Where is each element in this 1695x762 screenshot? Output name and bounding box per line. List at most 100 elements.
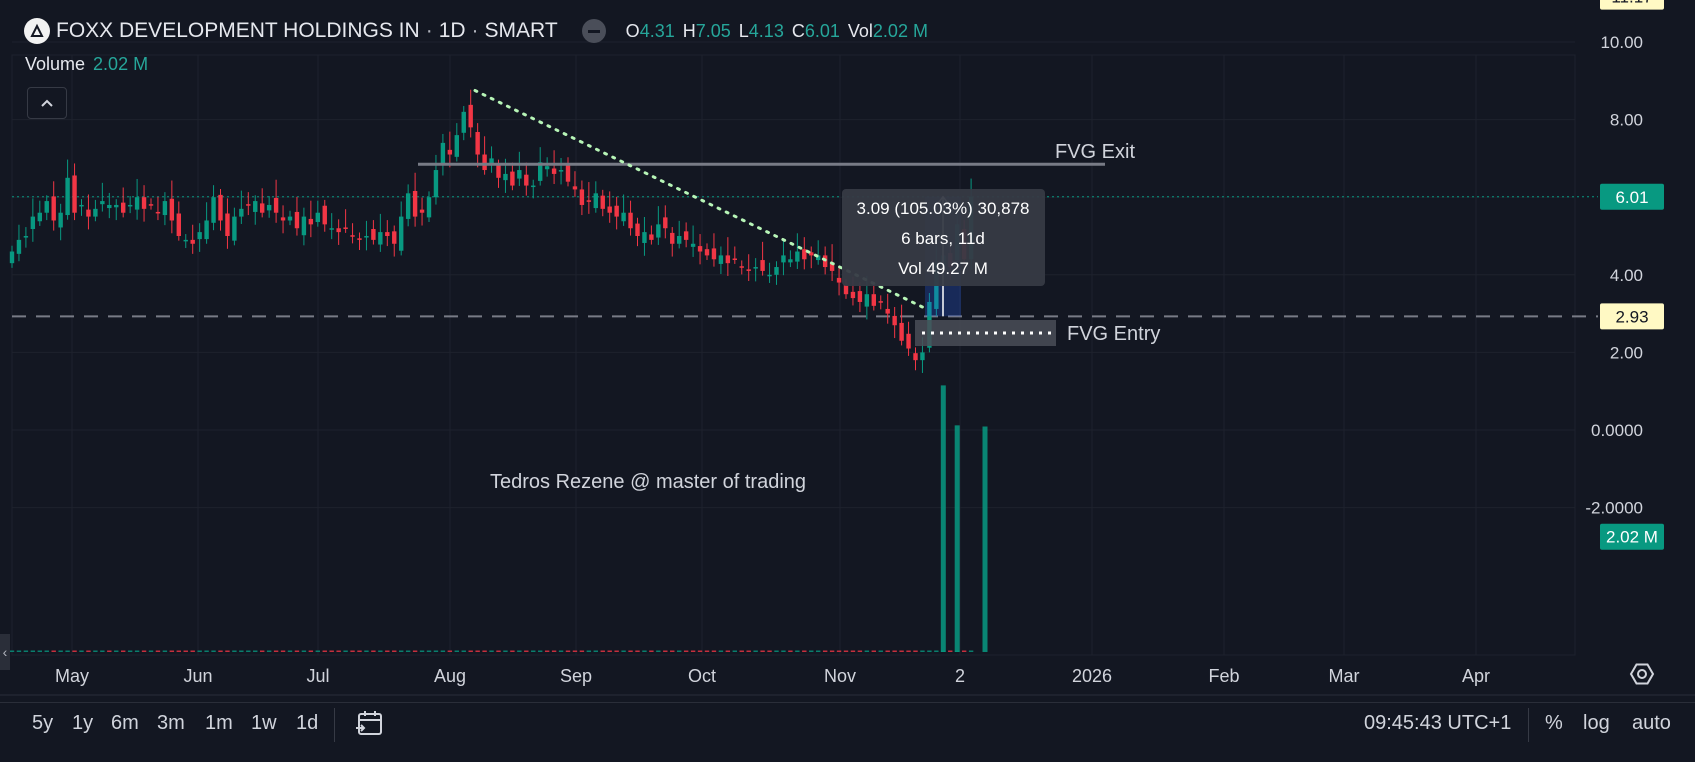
candle-body <box>440 142 446 166</box>
timeframe-1y-button[interactable]: 1y <box>72 712 94 734</box>
candle-body <box>16 239 22 254</box>
log-scale-toggle[interactable]: log <box>1583 712 1610 734</box>
candle-body <box>677 236 682 244</box>
volume-bar <box>433 650 439 652</box>
volume-bar <box>753 650 758 652</box>
volume-bar <box>621 650 626 652</box>
volume-bar <box>948 650 953 652</box>
candle-body <box>322 205 327 225</box>
ohlc-high: H7.05 <box>682 20 731 41</box>
volume-bar <box>23 650 29 652</box>
candle-body <box>760 260 765 271</box>
timeframe-1d-button[interactable]: 1d <box>296 712 319 734</box>
price-badge <box>1600 0 1664 10</box>
candle-body <box>795 251 800 262</box>
volume-bar <box>30 650 36 652</box>
timeframe-1m-button[interactable]: 1m <box>205 712 233 734</box>
interval-label[interactable]: 1D <box>438 19 466 42</box>
volume-bar <box>266 650 272 652</box>
left-panel-toggle[interactable]: ‹ <box>0 634 10 670</box>
candle-body <box>468 104 473 128</box>
x-tick-label: Feb <box>1208 666 1239 686</box>
percent-scale-toggle[interactable]: % <box>1545 712 1563 734</box>
y-tick-label: 4.00 <box>1610 266 1643 285</box>
x-tick-label: Mar <box>1329 666 1360 686</box>
candle-body <box>246 204 251 206</box>
volume-bar <box>280 650 286 652</box>
candle-body <box>586 200 592 202</box>
go-to-date-icon[interactable] <box>354 708 384 743</box>
volume-bar <box>767 650 772 652</box>
volume-bar <box>44 650 49 652</box>
candle-body <box>913 353 918 361</box>
candle-body <box>294 211 300 229</box>
timeframe-6m-button[interactable]: 6m <box>111 712 139 734</box>
volume-bar <box>885 650 890 652</box>
settings-icon[interactable] <box>1629 663 1655 685</box>
symbol-name[interactable]: FOXX DEVELOPMENT HOLDINGS IN <box>56 19 420 42</box>
measure-tooltip-line: 3.09 (105.03%) 30,878 <box>857 199 1030 218</box>
volume-bar <box>287 650 293 652</box>
candle-body <box>934 263 939 309</box>
volume-bar <box>690 650 696 652</box>
timeframe-3m-button[interactable]: 3m <box>157 712 185 734</box>
candle-body <box>100 201 105 205</box>
timeframe-5y-button[interactable]: 5y <box>32 712 54 734</box>
candle-body <box>517 170 522 179</box>
candle-body <box>621 212 626 222</box>
collapse-legend-button[interactable] <box>27 87 67 119</box>
volume-legend[interactable]: Volume 2.02 M <box>25 54 148 75</box>
price-badge-label: 2.93 <box>1615 307 1648 326</box>
volume-bar <box>795 650 800 652</box>
volume-bar <box>169 650 175 652</box>
candle-body <box>496 165 501 178</box>
candle-body <box>134 197 140 210</box>
volume-bar <box>510 650 515 652</box>
volume-bar <box>781 650 786 652</box>
clock-timezone[interactable]: 09:45:43 UTC+1 <box>1364 712 1512 734</box>
auto-scale-toggle[interactable]: auto <box>1632 712 1671 734</box>
y-tick-label: 0.0000 <box>1591 421 1643 440</box>
volume-bar <box>878 650 883 652</box>
volume-bar <box>809 650 814 652</box>
volume-bar <box>496 650 501 652</box>
candle-body <box>690 243 696 247</box>
volume-bar <box>315 650 320 652</box>
candle-body <box>218 194 223 221</box>
volume-bar <box>670 650 675 652</box>
volume-bar <box>968 650 974 652</box>
ohlc-close: C6.01 <box>791 20 840 41</box>
market-status-icon[interactable] <box>581 19 606 43</box>
volume-bar <box>538 650 543 652</box>
candle-body <box>121 202 126 213</box>
candle-body <box>9 251 15 264</box>
x-tick-label: Apr <box>1462 666 1490 686</box>
volume-bar <box>739 650 744 652</box>
price-badge-label: 6.01 <box>1615 188 1648 207</box>
header-separator: · <box>425 19 433 42</box>
volume-bar <box>148 650 154 652</box>
candle-body <box>642 232 647 243</box>
chevron-up-icon <box>41 99 53 107</box>
candle-body <box>683 231 689 240</box>
y-tick-label: 10.00 <box>1600 33 1643 52</box>
candle-body <box>364 236 369 238</box>
timeframe-1w-button[interactable]: 1w <box>251 712 277 734</box>
candle-body <box>475 132 480 155</box>
fvg-entry-label: FVG Entry <box>1067 323 1160 345</box>
candle-body <box>253 201 258 212</box>
volume-bar <box>572 650 578 652</box>
volume-bar <box>121 650 126 652</box>
plot-frame <box>11 54 1576 656</box>
volume-bar <box>642 650 647 652</box>
measure-tooltip <box>842 189 1045 286</box>
volume-bar <box>649 650 654 652</box>
volume-bar <box>301 650 307 652</box>
volume-bar <box>586 650 592 652</box>
volume-bar <box>225 650 230 652</box>
candle-body <box>558 170 564 172</box>
chart-header[interactable]: FOXX DEVELOPMENT HOLDINGS IN · 1D · SMAR… <box>24 16 936 46</box>
candle-body <box>148 204 154 206</box>
candle-body <box>329 228 334 230</box>
